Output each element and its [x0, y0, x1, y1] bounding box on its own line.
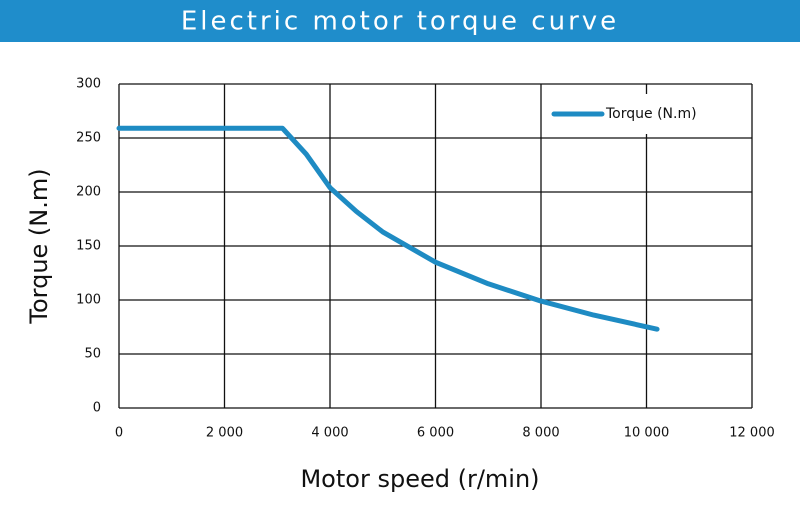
- line-series: [116, 125, 660, 332]
- title-bar: [0, 0, 800, 42]
- x-axis-label: Motor speed (r/min): [300, 465, 539, 493]
- y-tick-label: 100: [76, 293, 101, 308]
- legend-label: Torque (N.m): [605, 106, 697, 122]
- chart-title: Electric motor torque curve: [181, 7, 619, 37]
- x-tick-label: 10 000: [624, 426, 670, 441]
- y-tick-label: 0: [93, 401, 101, 416]
- x-tick-label: 12 000: [729, 426, 775, 441]
- y-tick-label: 150: [76, 239, 101, 254]
- x-tick-label: 2 000: [206, 426, 243, 441]
- y-tick-label: 200: [76, 185, 101, 200]
- x-tick-label: 8 000: [522, 426, 559, 441]
- y-tick-label: 300: [76, 77, 101, 92]
- y-tick-label: 50: [84, 347, 101, 362]
- y-tick-label: 250: [76, 131, 101, 146]
- x-tick-label: 6 000: [417, 426, 454, 441]
- x-tick-label: 0: [115, 426, 123, 441]
- x-tick-label: 4 000: [311, 426, 348, 441]
- y-axis-label: Torque (N.m): [25, 168, 53, 324]
